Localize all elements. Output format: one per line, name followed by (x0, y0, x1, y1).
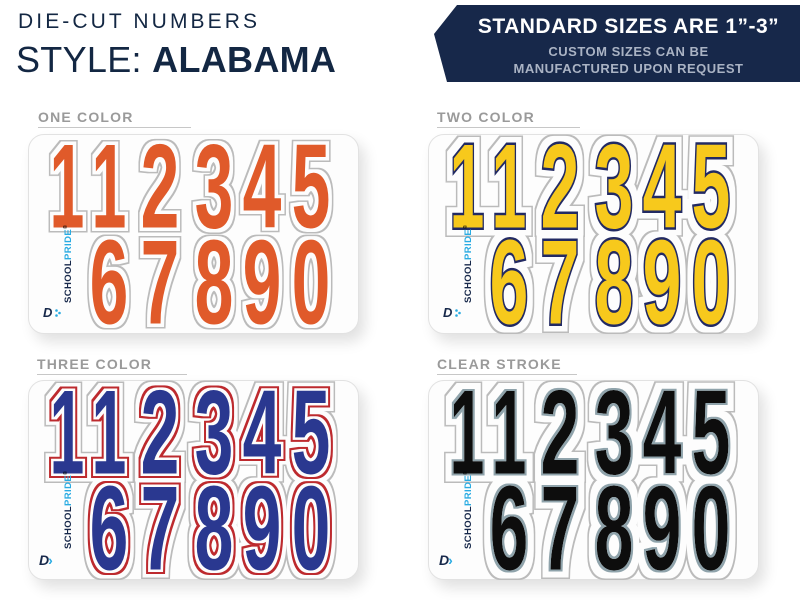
svg-text:0: 0 (692, 461, 731, 580)
svg-text:0: 0 (292, 215, 331, 334)
svg-text:9: 9 (243, 461, 282, 580)
svg-text:0: 0 (292, 461, 331, 580)
svg-text:8: 8 (195, 215, 234, 334)
svg-text:8: 8 (595, 461, 634, 580)
svg-text:6: 6 (490, 215, 529, 334)
svg-text:0: 0 (692, 215, 731, 334)
svg-text:6: 6 (490, 461, 529, 580)
svg-text:9: 9 (643, 215, 682, 334)
svg-text:9: 9 (643, 461, 682, 580)
svg-text:8: 8 (595, 215, 634, 334)
svg-text:8: 8 (195, 461, 234, 580)
svg-text:6: 6 (90, 215, 129, 334)
svg-text:7: 7 (141, 461, 180, 580)
svg-text:7: 7 (541, 215, 580, 334)
svg-text:7: 7 (141, 215, 180, 334)
svg-text:6: 6 (90, 461, 129, 580)
svg-text:7: 7 (541, 461, 580, 580)
svg-text:9: 9 (243, 215, 282, 334)
